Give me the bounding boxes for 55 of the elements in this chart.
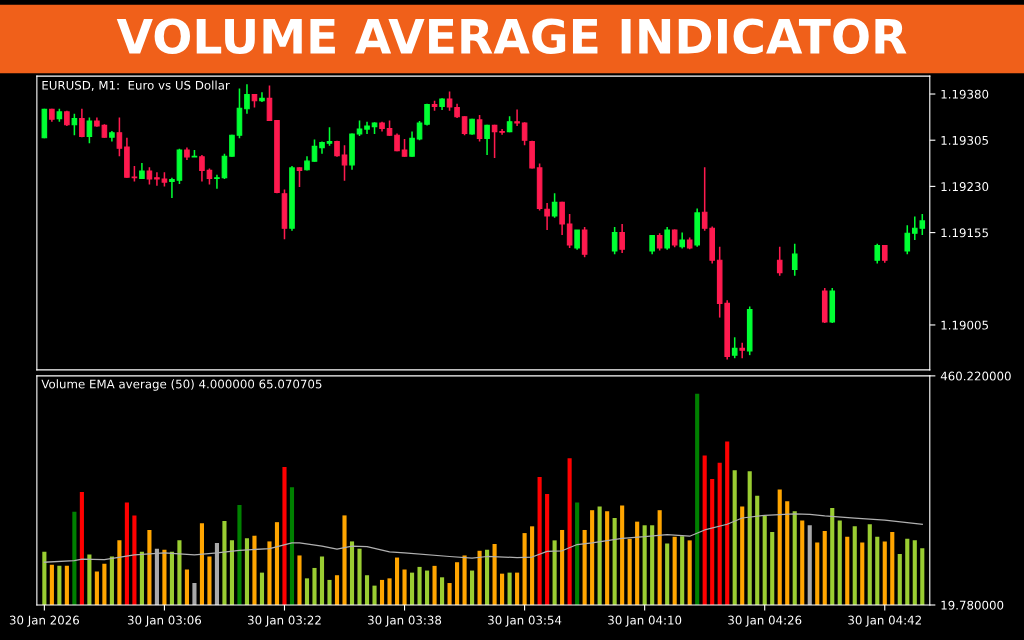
candlestick xyxy=(791,242,798,277)
candlestick xyxy=(649,234,655,255)
candlestick xyxy=(904,224,911,255)
candlestick xyxy=(559,201,565,236)
candlestick xyxy=(214,173,220,190)
candlestick xyxy=(86,116,93,145)
candlestick xyxy=(551,192,558,219)
y-tick-label: 1.19155 xyxy=(941,228,988,238)
candlestick xyxy=(116,116,123,157)
x-tick-label: 30 Jan 04:26 xyxy=(728,615,802,627)
x-tick-label: 30 Jan 03:54 xyxy=(488,615,562,627)
chart-title: VOLUME AVERAGE INDICATOR xyxy=(116,18,907,55)
x-tick-label: 30 Jan 2026 xyxy=(9,615,80,627)
candlestick xyxy=(566,213,573,249)
candlestick xyxy=(731,336,738,359)
x-tick-label: 30 Jan 03:06 xyxy=(127,615,202,627)
annotation: Volume EMA average (50) 4.000000 65.070705 xyxy=(41,379,322,391)
candlestick xyxy=(514,108,520,127)
candlestick xyxy=(409,130,415,158)
annotation: EURUSD, M1: Euro vs US Dollar xyxy=(42,80,230,91)
candlestick xyxy=(619,223,625,254)
x-tick-label: 30 Jan 03:38 xyxy=(368,615,442,627)
candlestick xyxy=(739,342,746,359)
candlestick xyxy=(484,124,490,156)
y-tick-label: 1.19305 xyxy=(941,135,988,145)
candlestick xyxy=(326,126,333,147)
candlestick xyxy=(71,112,78,137)
candlestick xyxy=(296,166,303,188)
candlestick xyxy=(874,242,881,265)
candlestick xyxy=(259,91,265,103)
candlestick xyxy=(461,115,468,137)
candlestick xyxy=(341,144,348,182)
candlestick xyxy=(79,108,85,138)
x-tick-label: 30 Jan 04:42 xyxy=(848,615,921,627)
candlestick xyxy=(611,226,618,255)
y-tick-label: 1.19380 xyxy=(941,89,989,99)
candlestick xyxy=(154,171,160,187)
candlestick xyxy=(169,177,175,199)
y-tick-label: 1.19230 xyxy=(941,182,989,192)
candlestick xyxy=(446,90,453,112)
x-tick-label: 30 Jan 03:22 xyxy=(248,615,321,627)
candlestick xyxy=(476,114,483,143)
candlestick xyxy=(521,121,528,146)
x-tick-label: 30 Jan 04:10 xyxy=(608,615,682,627)
y-tick-label: 19.780000 xyxy=(941,600,1004,610)
candlestick xyxy=(244,83,250,115)
candlestick xyxy=(199,154,205,183)
y-tick-label: 460.220000 xyxy=(940,371,1011,381)
candlestick xyxy=(499,128,505,136)
candlestick xyxy=(544,202,550,231)
candlestick xyxy=(311,138,318,163)
candlestick xyxy=(776,245,783,277)
candlestick xyxy=(664,226,670,251)
candlestick xyxy=(574,229,580,251)
y-tick-label: 1.19005 xyxy=(941,320,988,330)
